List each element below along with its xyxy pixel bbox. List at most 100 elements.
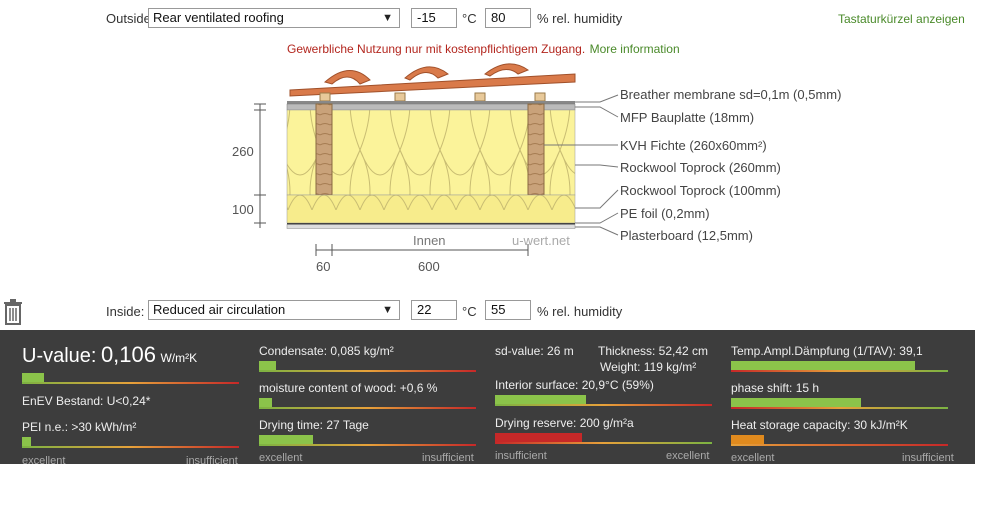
sd-value-label: sd-value: 26 m: [495, 344, 574, 358]
outside-climate-value: Rear ventilated roofing: [153, 10, 284, 25]
dimension-260: 260: [232, 144, 254, 159]
inside-climate-select[interactable]: Reduced air circulation ▼: [148, 300, 400, 320]
layer-label[interactable]: KVH Fichte (260x60mm²): [620, 138, 767, 153]
condensate-bar-scale: [259, 370, 476, 372]
moisture-bar: [259, 397, 476, 409]
uvalue-bar: [22, 372, 239, 384]
batten: [534, 92, 546, 102]
drying-reserve-label: Drying reserve: 200 g/m²a: [495, 416, 634, 430]
inside-side-label: Innen: [413, 233, 446, 248]
inside-humidity-unit: % rel. humidity: [537, 304, 623, 319]
drying-reserve-bar-scale: [495, 442, 712, 444]
scale-insufficient: insufficient: [422, 452, 474, 464]
drying-time-bar: [259, 434, 476, 446]
layer-label[interactable]: Breather membrane sd=0,1m (0,5mm): [620, 87, 842, 102]
condensate-label: Condensate: 0,085 kg/m²: [259, 344, 394, 358]
inside-label: Inside:: [106, 304, 145, 319]
pei-bar-scale: [22, 446, 239, 448]
pei-bar: [22, 436, 239, 448]
scale-excellent: excellent: [259, 452, 303, 464]
dimension-100: 100: [232, 202, 254, 217]
interior-surface-bar: [495, 394, 712, 406]
temp-amplitude-label: Temp.Ampl.Dämpfung (1/TAV): 39,1: [731, 344, 923, 358]
interior-surface-label: Interior surface: 20,9°C (59%): [495, 378, 654, 392]
breather-membrane-layer: [287, 101, 575, 104]
scale-insufficient: insufficient: [186, 455, 238, 467]
heat-storage-bar-fill: [731, 435, 764, 444]
scale-excellent: excellent: [666, 450, 710, 462]
drying-time-label: Drying time: 27 Tage: [259, 418, 369, 432]
inside-temp-unit: °C: [462, 304, 477, 319]
dropdown-arrow-icon: ▼: [382, 12, 393, 24]
condensate-bar-fill: [259, 361, 277, 370]
moisture-bar-scale: [259, 407, 476, 409]
rockwool-100-layer: [286, 194, 576, 224]
dimension-60: 60: [316, 259, 331, 274]
more-information-link[interactable]: More information: [589, 42, 680, 56]
interior-surface-bar-scale: [495, 404, 712, 406]
scale-insufficient: insufficient: [902, 452, 954, 464]
scale-excellent: excellent: [731, 452, 775, 464]
uvalue-bar-fill: [22, 373, 44, 382]
moisture-label: moisture content of wood: +0,6 %: [259, 381, 438, 395]
condensate-bar: [259, 360, 476, 372]
uvalue-unit: W/m²K: [160, 351, 198, 365]
inside-temperature-input[interactable]: 22: [411, 300, 457, 320]
outside-climate-select[interactable]: Rear ventilated roofing ▼: [148, 8, 400, 28]
batten: [319, 92, 331, 102]
layer-label[interactable]: Plasterboard (12,5mm): [620, 228, 753, 243]
outside-temperature-input[interactable]: -15: [411, 8, 457, 28]
interior-surface-bar-fill: [495, 395, 587, 404]
layer-label[interactable]: Rockwool Toprock (100mm): [620, 183, 781, 198]
scale-excellent: excellent: [22, 455, 66, 467]
temp-amplitude-bar-scale: [731, 370, 948, 372]
keyboard-shortcuts-link[interactable]: Tastaturkürzel anzeigen: [838, 12, 965, 26]
rafter-right: [527, 103, 545, 196]
dimension-600: 600: [418, 259, 440, 274]
inside-humidity-input[interactable]: 55: [485, 300, 531, 320]
phase-shift-bar-scale: [731, 407, 948, 409]
heat-storage-label: Heat storage capacity: 30 kJ/m²K: [731, 418, 908, 432]
heat-storage-bar: [731, 434, 948, 446]
drying-time-bar-fill: [259, 435, 314, 444]
uvalue-number: 0,106: [100, 342, 156, 367]
phase-shift-bar: [731, 397, 948, 409]
dropdown-arrow-icon: ▼: [382, 304, 393, 316]
batten: [394, 92, 406, 102]
trash-icon[interactable]: [2, 298, 24, 325]
enev-reference: EnEV Bestand: U<0,24*: [22, 394, 151, 408]
moisture-bar-fill: [259, 398, 273, 407]
batten: [474, 92, 486, 102]
uvalue-bar-scale: [22, 382, 239, 384]
drying-reserve-bar: [495, 432, 712, 444]
temp-amplitude-bar-fill: [731, 361, 916, 370]
rafter-left: [315, 103, 333, 196]
pei-label: PEI n.e.: >30 kWh/m²: [22, 420, 137, 434]
plasterboard-layer: [286, 224, 576, 229]
pei-bar-fill: [22, 437, 31, 446]
outside-temp-unit: °C: [462, 11, 477, 26]
roof-tiles: [289, 63, 576, 97]
notice-text: Gewerbliche Nutzung nur mit kostenpflich…: [287, 42, 586, 56]
phase-shift-label: phase shift: 15 h: [731, 381, 820, 395]
results-panel: U-value: 0,106 W/m²K EnEV Bestand: U<0,2…: [0, 330, 975, 467]
outside-humidity-unit: % rel. humidity: [537, 11, 623, 26]
outside-label: Outside: [106, 11, 151, 26]
outside-humidity-input[interactable]: 80: [485, 8, 531, 28]
rockwool-260-layer: [286, 109, 576, 196]
commercial-notice: Gewerbliche Nutzung nur mit kostenpflich…: [287, 40, 680, 58]
phase-shift-bar-fill: [731, 398, 862, 407]
roof-section-diagram: [254, 63, 619, 256]
layer-label[interactable]: Rockwool Toprock (260mm): [620, 160, 781, 175]
watermark: u-wert.net: [512, 233, 570, 248]
scale-insufficient: insufficient: [495, 450, 547, 462]
thickness-label: Thickness: 52,42 cm: [598, 344, 709, 358]
uvalue-display: U-value: 0,106 W/m²K: [22, 342, 197, 368]
inside-climate-value: Reduced air circulation: [153, 302, 286, 317]
weight-label: Weight: 119 kg/m²: [600, 360, 697, 374]
layer-label[interactable]: MFP Bauplatte (18mm): [620, 110, 755, 125]
layer-label[interactable]: PE foil (0,2mm): [620, 206, 710, 221]
uvalue-label: U-value:: [22, 345, 97, 367]
pe-foil-layer: [287, 223, 575, 225]
drying-reserve-bar-fill: [495, 433, 582, 442]
